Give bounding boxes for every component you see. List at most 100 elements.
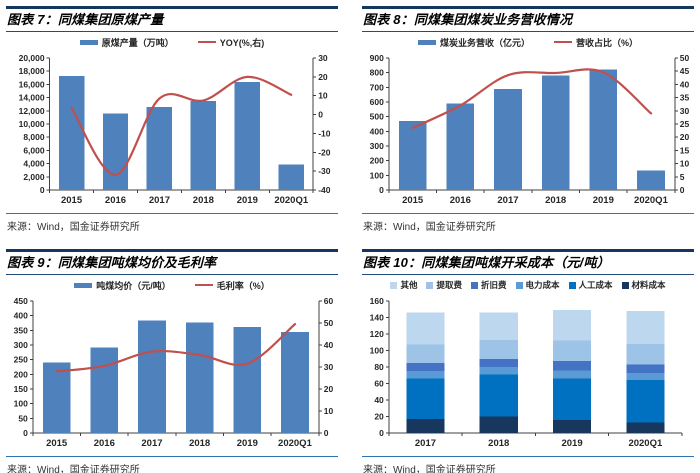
left-axis-tick-label: 100 [370, 346, 384, 356]
left-axis-tick-label: 60 [374, 379, 384, 389]
stacked-bar-segment [626, 364, 665, 373]
stacked-bar-segment [552, 361, 592, 371]
stacked-bar-segment [626, 343, 665, 365]
right-axis-tick-label: 10 [324, 406, 334, 416]
legend-item: 吨煤均价（元/吨） [74, 279, 171, 292]
left-axis-tick-label: 18,000 [19, 66, 45, 76]
right-axis-tick-label: 50 [680, 53, 690, 63]
right-axis-tick-label: 0 [324, 428, 329, 438]
category-label: 2016 [94, 438, 115, 449]
category-label: 2017 [497, 195, 518, 206]
chart-panel-7: 图表 7：同煤集团原煤产量 原煤产量（万吨） YOY(%,右) 0 2,000 4,0… [6, 6, 338, 233]
bar-swatch-icon [79, 39, 98, 45]
chart-panel-8: 图表 8：同煤集团煤炭业务营收情况 煤炭业务营收（亿元） 营收占比（%） 0 100… [362, 6, 694, 233]
stacked-bar-segment [406, 362, 445, 372]
bar-swatch-icon [417, 39, 436, 45]
legend-label: 人工成本 [578, 280, 613, 290]
left-axis-tick-label: 100 [14, 399, 28, 409]
right-axis-tick-label: 15 [680, 145, 690, 155]
legend-item: 煤炭业务营收（亿元） [417, 36, 530, 49]
line-swatch-icon [554, 41, 572, 43]
left-axis-tick-label: 16,000 [19, 79, 45, 89]
left-axis-tick-label: 0 [379, 185, 384, 195]
panel-title: 图表 7：同煤集团原煤产量 [6, 6, 338, 32]
trend-line [70, 75, 293, 176]
bar [233, 326, 262, 433]
chart-legend: 吨煤均价（元/吨） 毛利率（%） [6, 277, 338, 293]
category-label: 2019 [561, 438, 582, 449]
left-axis-tick-label: 10,000 [19, 119, 45, 129]
left-axis-tick-label: 250 [14, 355, 28, 365]
panel-title: 图表 9：同煤集团吨煤均价及毛利率 [6, 249, 338, 275]
right-axis-tick-label: 0 [680, 185, 685, 195]
right-axis-tick-label: 50 [324, 318, 334, 328]
legend-item: 其他 [390, 279, 417, 291]
left-axis-tick-label: 160 [370, 296, 384, 306]
right-axis-tick-label: 40 [324, 340, 334, 350]
right-axis-tick-label: 45 [680, 66, 690, 76]
legend-item: 营收占比（%） [554, 36, 638, 49]
bar [58, 75, 85, 190]
right-axis-tick-label: -10 [318, 128, 331, 138]
legend-label: 吨煤均价（元/吨） [96, 280, 171, 291]
bar [190, 100, 217, 190]
legend-label: 折旧费 [480, 280, 507, 290]
left-axis-tick-label: 140 [370, 313, 384, 323]
right-axis-tick-label: 20 [324, 384, 334, 394]
category-label: 2020Q1 [628, 438, 663, 449]
bar [494, 88, 522, 190]
left-axis-tick-label: 800 [370, 68, 384, 78]
stacked-bar-segment [406, 344, 445, 363]
left-axis-tick-label: 450 [14, 296, 28, 306]
bar-swatch-icon [390, 281, 398, 289]
left-axis-tick-label: 120 [370, 329, 384, 339]
chart-plot: 0 50 100 150 200 250 300 350 400 450 0 10 20 30 40 50 60… [14, 296, 334, 449]
legend-label: 材料成本 [631, 280, 666, 290]
chart-plot: 0 2,000 4,000 6,000 8,000 10,000 12,000 14,000 1… [19, 53, 331, 206]
category-label: 2017 [149, 195, 170, 206]
right-axis-tick-label: 10 [318, 91, 328, 101]
trend-line [55, 323, 297, 373]
bar [138, 320, 166, 433]
source-line: 来源：Wind，国金证券研究所 [6, 456, 338, 473]
left-axis-tick-label: 6,000 [23, 145, 45, 155]
stacked-bar-segment [552, 310, 592, 341]
left-axis-tick-label: 50 [18, 413, 28, 423]
left-axis-tick-label: 12,000 [19, 106, 45, 116]
left-axis-tick-label: 20 [374, 412, 384, 422]
right-axis-tick-label: 40 [680, 79, 690, 89]
right-axis-tick-label: 10 [680, 159, 690, 169]
bar [42, 362, 71, 433]
bar [398, 121, 427, 190]
category-label: 2020Q1 [278, 438, 313, 449]
bar-swatch-icon [470, 281, 478, 289]
right-axis-tick-label: 30 [680, 106, 690, 116]
left-axis-tick-label: 300 [370, 141, 384, 151]
right-axis-tick-label: -20 [318, 147, 331, 157]
stacked-bar-segment [406, 371, 445, 379]
trend-line [411, 68, 653, 130]
category-label: 2017 [415, 438, 436, 449]
legend-item: 提取费 [426, 279, 462, 291]
chart-legend: 煤炭业务营收（亿元） 营收占比（%） [362, 34, 694, 50]
right-axis-tick-label: -40 [318, 185, 331, 195]
stacked-bar-segment [479, 367, 518, 375]
bar-swatch-icon [426, 281, 434, 289]
left-axis-tick-label: 900 [370, 53, 384, 63]
right-axis-tick-label: -30 [318, 166, 331, 176]
right-axis-tick-label: 0 [318, 110, 323, 120]
left-axis-tick-label: 4,000 [23, 159, 45, 169]
right-axis-tick-label: 5 [680, 172, 685, 182]
legend-label: 电力成本 [525, 280, 560, 290]
category-label: 2017 [141, 438, 162, 449]
stacked-bar-segment [406, 312, 445, 345]
stacked-bar-segment [479, 416, 518, 433]
left-axis-tick-label: 400 [14, 311, 28, 321]
bar [102, 113, 129, 190]
chart-panel-9: 图表 9：同煤集团吨煤均价及毛利率 吨煤均价（元/吨） 毛利率（%） 0 50 100… [6, 249, 338, 473]
legend-item: 人工成本 [568, 279, 613, 291]
left-axis-tick-label: 0 [40, 185, 45, 195]
bar [146, 106, 173, 190]
stacked-bar-segment [406, 418, 445, 433]
